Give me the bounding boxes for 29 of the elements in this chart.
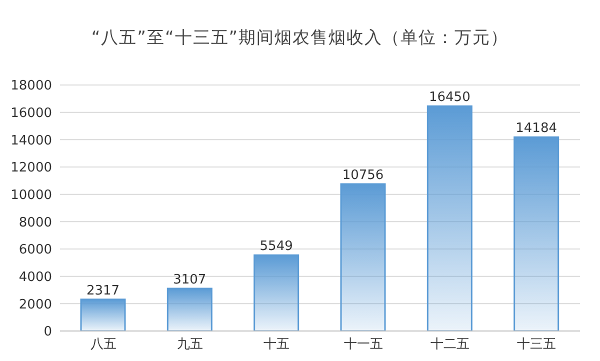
y-tick-label: 4000 xyxy=(18,270,52,285)
bar xyxy=(254,254,300,331)
data-label: 16450 xyxy=(428,90,470,106)
data-label: 14184 xyxy=(516,121,558,136)
data-label: 10756 xyxy=(342,168,384,183)
x-tick-label: 九五 xyxy=(177,337,203,352)
bar xyxy=(514,136,560,331)
x-tick-label: 十五 xyxy=(264,337,290,352)
data-label: 3107 xyxy=(173,272,206,288)
bar xyxy=(340,183,386,331)
y-tick-label: 16000 xyxy=(10,106,52,121)
bar xyxy=(80,298,126,331)
y-tick-label: 14000 xyxy=(10,133,52,148)
x-tick-label: 十一五 xyxy=(344,337,383,352)
chart-title: “八五”至“十三五”期间烟农售烟收入（单位：万元） xyxy=(90,27,510,49)
y-tick-label: 12000 xyxy=(10,160,52,176)
bar xyxy=(426,105,472,331)
y-tick-label: 6000 xyxy=(18,242,52,258)
y-tick-label: 18000 xyxy=(10,78,52,94)
x-tick-label: 十三五 xyxy=(517,337,556,352)
y-tick-label: 2000 xyxy=(18,297,52,312)
data-label: 5549 xyxy=(260,239,293,254)
data-label: 2317 xyxy=(86,283,120,298)
x-tick-label: 十二五 xyxy=(430,337,470,352)
bar xyxy=(166,288,212,331)
y-tick-label: 8000 xyxy=(18,215,52,230)
x-tick-label: 八五 xyxy=(90,337,116,352)
y-tick-label: 0 xyxy=(44,324,52,340)
y-tick-label: 10000 xyxy=(10,188,52,203)
